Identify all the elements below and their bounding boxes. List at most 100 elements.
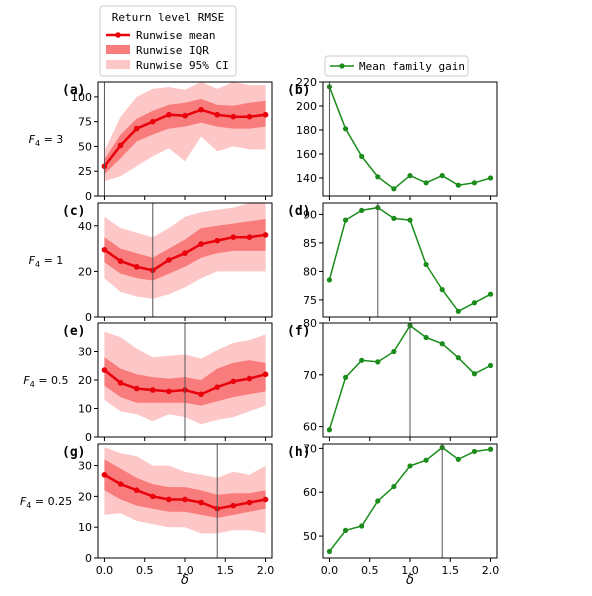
y-tick-label: 0: [85, 311, 92, 324]
legend-left-frame: [99, 5, 237, 77]
legend-mean-label: Runwise mean: [136, 29, 215, 42]
plot-area: [326, 84, 494, 192]
mean-point: [198, 106, 204, 113]
gain-point: [423, 334, 429, 341]
mean-point: [117, 258, 124, 264]
gain-point: [455, 456, 461, 462]
gain-point: [407, 173, 413, 179]
y-tick-label: 50: [303, 530, 317, 543]
mean-point: [198, 241, 204, 247]
mean-point: [246, 113, 253, 120]
gain-point: [407, 217, 413, 223]
gain-point: [455, 355, 461, 361]
legend-ci-label: Runwise 95% CI: [136, 59, 229, 72]
x-tick-label: 1.5: [217, 564, 235, 577]
x-tick-label: 1.0: [176, 564, 194, 577]
mean-point: [262, 111, 269, 118]
gain-point: [375, 359, 381, 365]
panel-label: (e): [62, 324, 85, 339]
gain-point: [455, 308, 461, 314]
iqr-band: [104, 459, 266, 518]
y-tick-label: 180: [296, 124, 317, 137]
gain-point: [487, 362, 494, 369]
y-tick-label: 10: [78, 403, 92, 416]
y-tick-label: 220: [296, 76, 317, 89]
gain-point: [342, 126, 349, 132]
mean-point: [133, 487, 140, 494]
legend-mean-marker: [115, 32, 121, 38]
gain-point: [407, 463, 413, 469]
axes-frame: [322, 443, 498, 559]
mean-point: [182, 250, 188, 256]
gain-point: [439, 173, 445, 179]
mean-point: [149, 493, 156, 500]
x-axis-label-right: δ: [406, 573, 414, 588]
gain-point: [359, 207, 365, 214]
mean-point: [214, 111, 221, 118]
y-tick-label: 60: [303, 421, 317, 434]
legend-gain-label: Mean family gain: [359, 60, 465, 73]
mean-point: [133, 125, 140, 132]
mean-point: [214, 237, 221, 244]
y-tick-label: 25: [78, 165, 92, 178]
y-tick-label: 200: [296, 100, 317, 113]
gain-point: [487, 446, 494, 452]
row-label: F4 = 3: [29, 133, 64, 148]
panel-c: 0 20 40(c): [62, 202, 273, 324]
y-tick-label: 40: [78, 220, 92, 233]
legend-iqr-swatch: [106, 45, 130, 54]
y-tick-label: 0: [85, 190, 92, 203]
legend-left: Return level RMSE Runwise mean Runwise I…: [99, 5, 237, 77]
mean-point: [262, 496, 269, 503]
iqr-band: [104, 219, 266, 281]
gain-point: [471, 448, 478, 455]
mean-point: [166, 257, 172, 263]
panel-h: 50 60 70 0.0 0.5 1.0 1.5 2.0 (h): [287, 442, 499, 577]
y-tick-label: 160: [296, 148, 317, 161]
plot-area: [101, 447, 269, 534]
panel-label: (g): [62, 445, 85, 460]
x-tick-label: 1.0: [401, 564, 419, 577]
y-tick-label: 80: [303, 265, 317, 278]
gain-point: [342, 217, 349, 223]
panel-e: 0 10 20 30 (e): [62, 322, 273, 444]
mean-point: [214, 384, 221, 390]
panel-label: (b): [287, 83, 310, 98]
y-tick-label: 30: [78, 460, 92, 473]
mean-point: [166, 111, 172, 118]
y-tick-label: 10: [78, 521, 92, 534]
y-tick-label: 85: [303, 237, 317, 250]
mean-point: [133, 264, 140, 270]
mean-point: [166, 496, 172, 503]
gain-point: [439, 287, 445, 293]
x-tick-label: 1.5: [442, 564, 460, 577]
gain-line: [328, 206, 491, 313]
gain-point: [391, 348, 397, 355]
y-tick-label: 70: [303, 369, 317, 382]
panel-label: (c): [62, 204, 85, 219]
gain-point: [471, 371, 478, 377]
gain-point: [455, 182, 461, 188]
y-tick-label: 20: [78, 374, 92, 387]
mean-point: [149, 118, 156, 125]
legend-left-title: Return level RMSE: [112, 11, 225, 24]
mean-point: [182, 112, 188, 119]
x-tick-label: 0.0: [96, 564, 114, 577]
gain-point: [471, 300, 478, 306]
x-tick-label: 0.0: [321, 564, 339, 577]
gain-point: [423, 261, 429, 268]
mean-point: [230, 234, 237, 240]
panel-label: (h): [287, 445, 310, 460]
gain-point: [342, 374, 349, 381]
mean-point: [230, 113, 237, 120]
legend-ci-swatch: [106, 60, 130, 69]
legend-gain-marker: [339, 63, 345, 69]
mean-point: [230, 378, 237, 385]
mean-point: [117, 142, 124, 149]
gain-point: [375, 498, 381, 504]
gain-point: [423, 180, 429, 186]
gain-point: [471, 180, 478, 186]
panel-label: (f): [287, 324, 310, 339]
iqr-band: [104, 98, 266, 175]
